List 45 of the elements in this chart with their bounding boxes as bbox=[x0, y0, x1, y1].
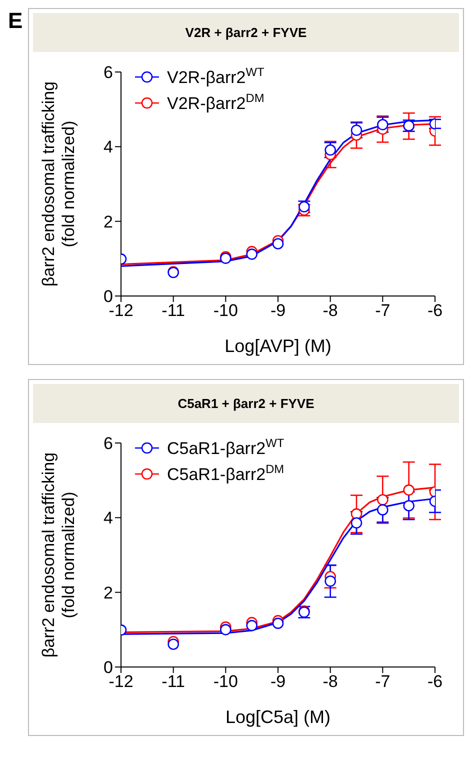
point bbox=[377, 118, 388, 130]
chart-title: C5aR1 + βarr2 + FYVE bbox=[33, 384, 459, 423]
legend-label: C5aR1-βarr2$^{WT}$ bbox=[167, 436, 284, 458]
x-axis-title: Log[AVP] (M) bbox=[224, 336, 332, 356]
legend-label: V2R-βarr2$^{DM}$ bbox=[167, 91, 264, 113]
point bbox=[168, 638, 179, 650]
point bbox=[350, 124, 362, 136]
y-tick-label: 2 bbox=[104, 212, 113, 232]
point bbox=[272, 238, 284, 250]
point bbox=[377, 494, 388, 506]
x-tick-label: -6 bbox=[427, 672, 443, 692]
x-tick-label: -11 bbox=[162, 301, 185, 320]
point bbox=[272, 618, 284, 629]
y-axis-title: βarr2 endosomal trafficking (fold normalized) bbox=[39, 452, 78, 658]
y-tick-label: 2 bbox=[104, 583, 113, 602]
point bbox=[377, 504, 388, 516]
point bbox=[324, 144, 336, 156]
x-tick-label: -9 bbox=[270, 672, 286, 692]
legend-label: V2R-βarr2$^{WT}$ bbox=[167, 65, 264, 87]
x-tick-label: -10 bbox=[213, 301, 238, 320]
point bbox=[324, 575, 336, 587]
point bbox=[403, 500, 414, 512]
y-tick-label: 6 bbox=[104, 63, 113, 82]
x-tick-label: -9 bbox=[270, 301, 286, 320]
point bbox=[246, 620, 258, 632]
y-axis-title: βarr2 endosomal trafficking (fold normalized) bbox=[39, 81, 78, 287]
x-axis-title: Log[C5a] (M) bbox=[225, 707, 331, 727]
point bbox=[220, 624, 232, 636]
x-tick-label: -10 bbox=[213, 672, 238, 692]
x-tick-label: -8 bbox=[322, 301, 338, 320]
point bbox=[246, 248, 258, 260]
point bbox=[403, 484, 414, 496]
x-tick-label: -8 bbox=[322, 672, 338, 692]
y-tick-label: 6 bbox=[104, 434, 113, 454]
x-tick-label: -6 bbox=[427, 301, 443, 320]
point bbox=[350, 517, 362, 529]
x-tick-label: -7 bbox=[375, 301, 390, 320]
x-tick-label: -7 bbox=[375, 672, 390, 692]
text: E bbox=[8, 8, 24, 34]
chart-title: V2R + βarr2 + FYVE bbox=[33, 13, 459, 52]
x-tick-label: -11 bbox=[162, 672, 185, 692]
y-tick-label: 4 bbox=[104, 138, 113, 157]
y-tick-label: 4 bbox=[104, 508, 113, 528]
point bbox=[350, 508, 362, 520]
legend-label: C5aR1-βarr2$^{DM}$ bbox=[167, 462, 284, 484]
